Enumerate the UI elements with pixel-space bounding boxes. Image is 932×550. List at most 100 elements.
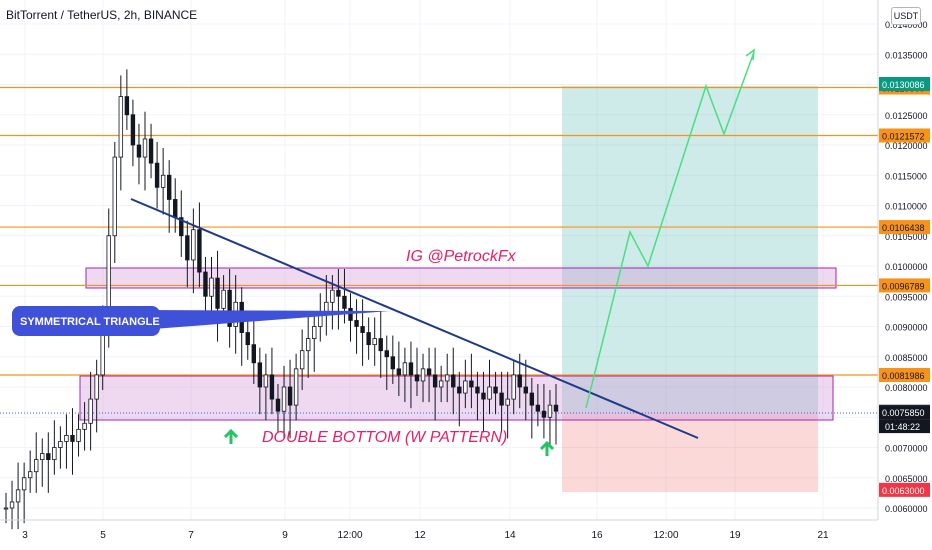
candle-body — [529, 392, 535, 406]
triangle-callout-pointer — [140, 310, 390, 330]
countdown-label: 01:48:22 — [885, 422, 920, 432]
candle-body — [396, 368, 402, 376]
candle-body — [148, 138, 154, 164]
candle-body — [124, 96, 130, 116]
candle-body — [112, 156, 117, 237]
price-label: 0.0106438 — [882, 223, 925, 233]
projection-arrowhead — [745, 48, 755, 61]
x-tick-label: 5 — [100, 530, 106, 541]
candle-body — [293, 368, 299, 406]
candle-body — [426, 368, 432, 376]
candle-body — [179, 217, 184, 237]
candle-body — [9, 501, 15, 509]
candle-body — [390, 356, 396, 370]
price-label-box — [879, 76, 930, 91]
candle-body — [136, 144, 142, 158]
x-axis[interactable]: 3 5 7 9 12:00 12 14 16 12:00 19 21 — [22, 530, 829, 541]
candle-body — [64, 434, 69, 442]
y-tick-label: 0.0120000 — [885, 141, 928, 151]
candle-body — [553, 404, 559, 412]
candle-body — [360, 326, 365, 333]
candle-body — [263, 374, 269, 388]
price-label: 0.0081986 — [882, 371, 925, 381]
candle-body — [166, 174, 172, 200]
watermark-label: IG @PetrockFx — [406, 248, 517, 265]
x-tick-label: 3 — [22, 530, 28, 541]
candle-body — [215, 277, 220, 309]
x-tick-label: 19 — [729, 530, 741, 541]
candle-body — [342, 295, 347, 309]
x-tick-label: 12:00 — [653, 530, 678, 541]
y-tick-label: 0.0070000 — [885, 444, 928, 454]
candle-body — [523, 386, 528, 394]
candle-body — [88, 398, 93, 424]
candle-body — [414, 374, 420, 382]
candle-body — [76, 428, 81, 442]
candle-body — [402, 362, 408, 376]
candle-body — [438, 380, 444, 388]
candle-body — [505, 398, 510, 406]
candle-body — [15, 489, 21, 503]
candle-body — [336, 289, 341, 297]
candle-body — [227, 289, 232, 327]
price-label-box — [879, 482, 930, 497]
candle-body — [378, 338, 383, 352]
currency-badge[interactable]: USDT — [891, 7, 921, 25]
candle-body — [197, 229, 202, 273]
x-tick-label: 16 — [591, 530, 603, 541]
candle-body — [499, 392, 504, 406]
candle-body — [348, 307, 353, 321]
triangle-label: SYMMETRICAL TRIANGLE — [20, 316, 160, 328]
price-label-box — [879, 405, 930, 420]
candle-body — [221, 289, 226, 309]
candle-body — [52, 447, 57, 461]
candle-body — [191, 229, 196, 261]
y-tick-label: 0.0090000 — [885, 323, 928, 333]
stop-zone — [562, 413, 818, 492]
price-label-box — [879, 278, 930, 293]
triangle-label-box — [12, 306, 160, 336]
y-tick-label: 0.0115000 — [885, 171, 927, 181]
countdown-box — [879, 419, 930, 434]
candle-body — [445, 374, 450, 382]
candle-body — [535, 404, 541, 412]
double-bottom-label: DOUBLE BOTTOM (W PATTERN) — [262, 429, 507, 446]
candle-body — [70, 434, 75, 442]
candle-body — [160, 174, 166, 188]
candle-body — [287, 386, 293, 406]
candle-body — [493, 386, 498, 394]
candle-body — [46, 453, 51, 460]
descending-trendline — [130, 198, 699, 439]
up-arrow-icon — [539, 440, 555, 456]
candle-body — [384, 350, 389, 358]
candle-body — [142, 138, 148, 158]
price-label: 0.0096789 — [882, 281, 925, 291]
candle-body — [154, 162, 160, 188]
candle-body — [40, 453, 45, 460]
price-label: 0.0121572 — [882, 131, 925, 141]
candle-body — [130, 114, 136, 146]
candle-body — [481, 392, 486, 400]
candle-body — [3, 507, 9, 510]
candle-body — [27, 471, 33, 479]
y-tick-label: 0.0060000 — [885, 504, 928, 514]
candle-body — [511, 374, 516, 400]
candle-body — [372, 338, 377, 346]
price-label-box — [879, 367, 930, 382]
candle-body — [21, 477, 27, 491]
x-tick-label: 12 — [414, 530, 426, 541]
y-tick-label: 0.0100000 — [885, 262, 928, 272]
price-label-box — [879, 220, 930, 235]
candle-body — [185, 235, 190, 261]
price-label-box — [879, 128, 930, 143]
y-tick-label: 0.0085000 — [885, 353, 928, 363]
x-tick-label: 21 — [817, 530, 829, 541]
candle-body — [118, 96, 124, 158]
y-tick-label: 0.0065000 — [885, 474, 928, 484]
candle-body — [34, 459, 39, 473]
price-label: 0.0075850 — [882, 408, 925, 418]
candle-body — [203, 271, 208, 297]
candle-body — [432, 374, 438, 388]
candle-body — [469, 380, 474, 388]
